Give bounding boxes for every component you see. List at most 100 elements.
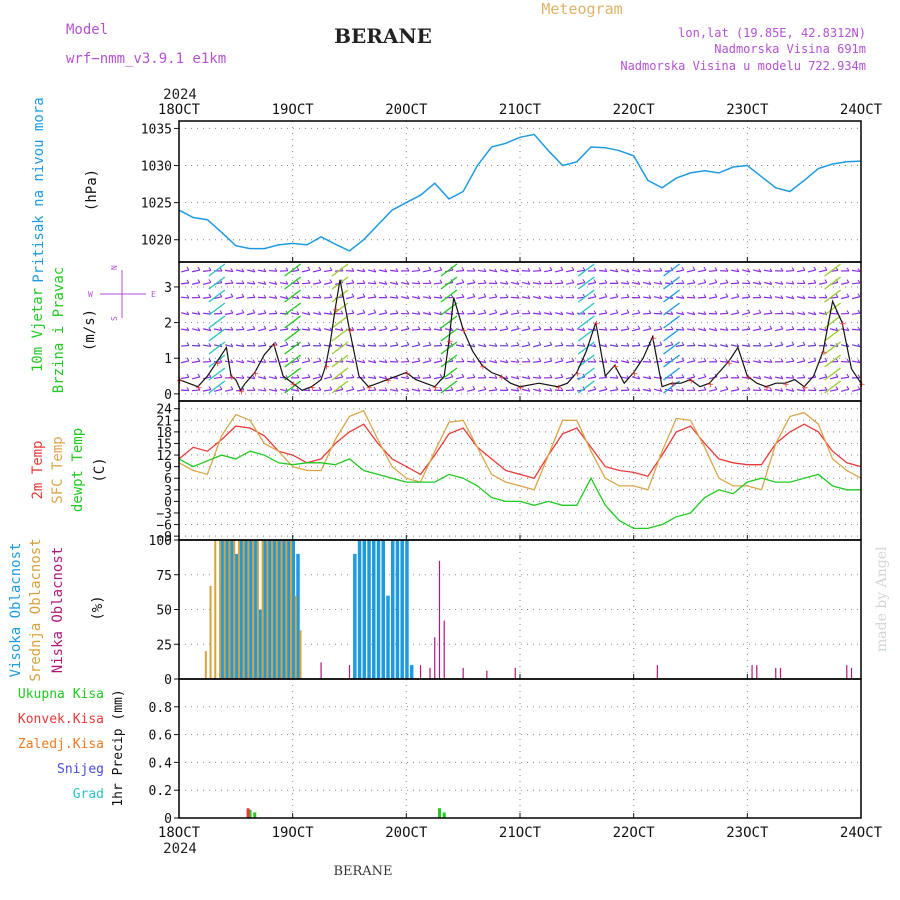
wind-barb (312, 312, 322, 316)
wind-marker: + (725, 359, 733, 369)
wind-barb (389, 296, 399, 299)
wind-barb-tick (549, 280, 553, 284)
wind-barb-tick (571, 279, 575, 283)
wind-barb-tick (813, 279, 817, 284)
wind-barb (686, 360, 696, 364)
wind-barb (411, 269, 421, 273)
wind-barb-tick (549, 311, 553, 315)
wind-barb-tick (791, 280, 795, 285)
wind-barb (323, 312, 333, 315)
wind-barb-tick (846, 327, 850, 331)
wind-barb-tick (714, 386, 718, 390)
wind-barb-tick (406, 310, 410, 315)
wind-barb-tick (472, 267, 476, 272)
wind-barb (719, 328, 729, 331)
wind-barb (180, 312, 190, 316)
wind-fan-barb (284, 315, 302, 329)
y-tick-label: 15 (156, 437, 172, 452)
wind-barb-tick (263, 281, 267, 285)
wind-barb-tick (351, 386, 355, 390)
cloud-bar-mid (285, 540, 288, 679)
precip-ylabel: 1hr Precip (mm) (111, 689, 126, 806)
wind-barb-tick (835, 373, 839, 378)
wind-barb-tick (351, 359, 355, 363)
wind-barb (609, 269, 619, 273)
y-tick-label: 6 (164, 472, 172, 487)
temp-2m-line (178, 423, 862, 479)
wind-barb-tick (439, 294, 443, 299)
year-bottom: 2024 (163, 841, 197, 857)
wind-barb (499, 360, 509, 364)
cloud-bar-high (353, 553, 357, 679)
wind-barb-tick (758, 325, 762, 330)
wind-barb-tick (637, 359, 641, 363)
altitude-label: Nadmorska Visina 691m (714, 42, 866, 56)
wind-barb-tick (186, 279, 190, 284)
wind-barb (609, 296, 619, 300)
compass-n: N (110, 265, 119, 270)
wind-barb (290, 360, 300, 364)
wind-barb (785, 282, 795, 285)
wind-barb-tick (560, 294, 564, 299)
wind-barb (774, 296, 784, 300)
wind-barb (620, 269, 630, 273)
wind-barb (576, 269, 586, 273)
wind-fan-barb (577, 302, 595, 316)
wind-barb (422, 389, 432, 392)
wind-barb (367, 282, 377, 285)
y-tick-label: 0 (164, 495, 172, 510)
wind-barb-tick (494, 280, 498, 284)
wind-barb-tick (230, 268, 234, 272)
wind-barb-tick (252, 280, 256, 285)
wind-marker: + (238, 387, 246, 397)
precip-panel: 0.8 0.6 0.4 0.2 0 (149, 679, 862, 827)
wind-barb (785, 296, 795, 300)
wind-barb-tick (703, 386, 707, 391)
cloud-bar-high (296, 553, 300, 679)
wind-barb-tick (472, 327, 476, 331)
wind-barb-tick (450, 386, 454, 391)
wind-barb-tick (703, 279, 707, 283)
wind-barb (807, 328, 817, 331)
wind-barb-tick (736, 279, 740, 284)
wind-barb (389, 328, 399, 332)
wind-barb-tick (395, 325, 399, 330)
wind-barb (510, 281, 520, 285)
wind-barb-tick (516, 309, 520, 314)
wind-barb (598, 312, 608, 315)
wind-barb (268, 269, 278, 272)
wind-barb-tick (208, 279, 212, 283)
wind-barb-tick (252, 294, 256, 298)
wind-barb-tick (824, 386, 828, 391)
wind-barb (488, 344, 498, 347)
y-tick-label: 18 (156, 426, 172, 441)
wind-barb-tick (802, 295, 806, 299)
wind-barb (345, 376, 355, 379)
wind-barb-tick (725, 386, 729, 390)
wind-fan-barb (440, 328, 458, 342)
wind-barb (488, 269, 498, 273)
cloud-bar-high (405, 540, 409, 679)
wind-barb-tick (846, 279, 850, 283)
wind-barb-tick (186, 373, 190, 378)
wind-barb-tick (791, 357, 795, 362)
wind-marker: + (574, 369, 582, 379)
year-top: 2024 (163, 87, 197, 103)
wind-barb (741, 328, 751, 331)
wind-barb-tick (417, 341, 421, 346)
wind-barb-tick (285, 280, 289, 285)
wind-barb (686, 376, 696, 380)
wind-barb-tick (736, 359, 740, 363)
wind-barb (290, 269, 300, 273)
wind-fan-barb (824, 341, 842, 355)
wind-barb-tick (340, 373, 344, 378)
wind-barb (532, 360, 542, 363)
wind-barb-tick (615, 268, 619, 273)
wind-barb (708, 281, 718, 285)
wind-barb-tick (692, 387, 696, 391)
wind-barb (301, 360, 311, 364)
wind-barb (312, 376, 322, 380)
temp-sfc-line (178, 409, 862, 491)
wind-barb-tick (483, 279, 487, 284)
wind-barb-tick (494, 343, 498, 347)
